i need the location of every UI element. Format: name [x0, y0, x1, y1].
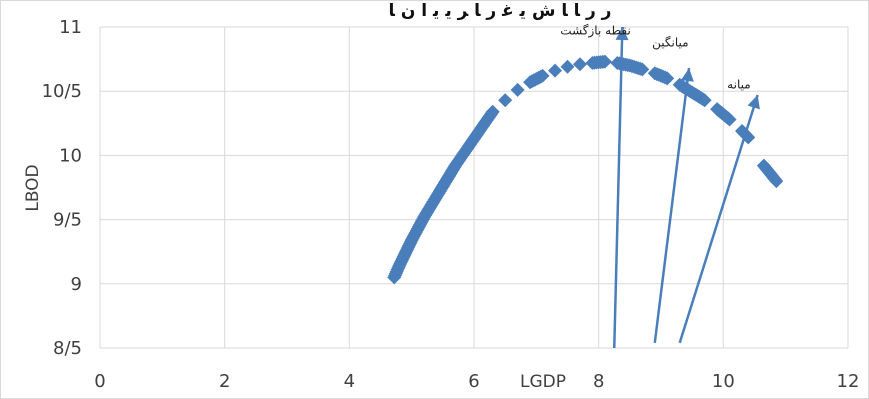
- x-tick-label: 4: [344, 371, 355, 392]
- data-point: [597, 54, 612, 69]
- data-point: [660, 71, 675, 86]
- y-tick-label: 8/5: [53, 338, 82, 359]
- data-point: [535, 68, 550, 83]
- y-axis-label: LBOD: [23, 164, 43, 211]
- x-axis-label: LGDP: [520, 372, 566, 392]
- annotation-label: میانه: [727, 78, 750, 92]
- data-point: [485, 104, 500, 119]
- annotation-arrowhead: [615, 27, 629, 41]
- data-point: [769, 174, 784, 189]
- x-tick-label: 0: [94, 371, 105, 392]
- y-tick-label: 10/5: [42, 81, 82, 102]
- data-point: [510, 82, 525, 97]
- data-point: [697, 93, 712, 108]
- data-point: [722, 112, 737, 127]
- data-point: [548, 63, 563, 78]
- scatter-points: [387, 54, 784, 285]
- x-tick-label: 8: [593, 371, 604, 392]
- data-point: [635, 62, 650, 77]
- data-point: [560, 59, 575, 74]
- y-tick-label: 9/5: [53, 210, 82, 231]
- x-tick-label: 6: [468, 371, 479, 392]
- grid-lines: [99, 26, 849, 349]
- annotation-label: نقطه بازگشت: [560, 24, 631, 39]
- chart-title: ﺭ ﺭ ﺎ ﺎ ﺵ ﻳ ﻏ ﺭ ﺎ ﺮ ﻳ ﻳ ﺍ ﻥ ﺎ: [389, 1, 612, 21]
- data-point: [572, 57, 587, 72]
- annotation-arrowhead: [747, 95, 760, 110]
- data-point: [498, 93, 513, 108]
- y-tick-label: 9: [71, 274, 82, 295]
- x-tick-labels: 0 2 4 6 8 10 12: [94, 371, 859, 392]
- x-tick-label: 10: [712, 371, 735, 392]
- annotation-arrow: [678, 94, 759, 344]
- y-tick-label: 11: [59, 17, 82, 38]
- annotation-arrow: [653, 67, 691, 344]
- y-tick-labels: 8/5 9 9/5 10 10/5 11: [42, 17, 82, 359]
- annotation-label: میانگین: [652, 35, 688, 50]
- x-tick-label: 12: [837, 371, 860, 392]
- annotation-arrowhead: [680, 68, 694, 82]
- annotation-arrow: [613, 26, 624, 349]
- annotations: نقطه بازگشت میانگین میانه: [560, 24, 760, 349]
- y-tick-label: 10: [59, 145, 82, 166]
- x-tick-label: 2: [219, 371, 230, 392]
